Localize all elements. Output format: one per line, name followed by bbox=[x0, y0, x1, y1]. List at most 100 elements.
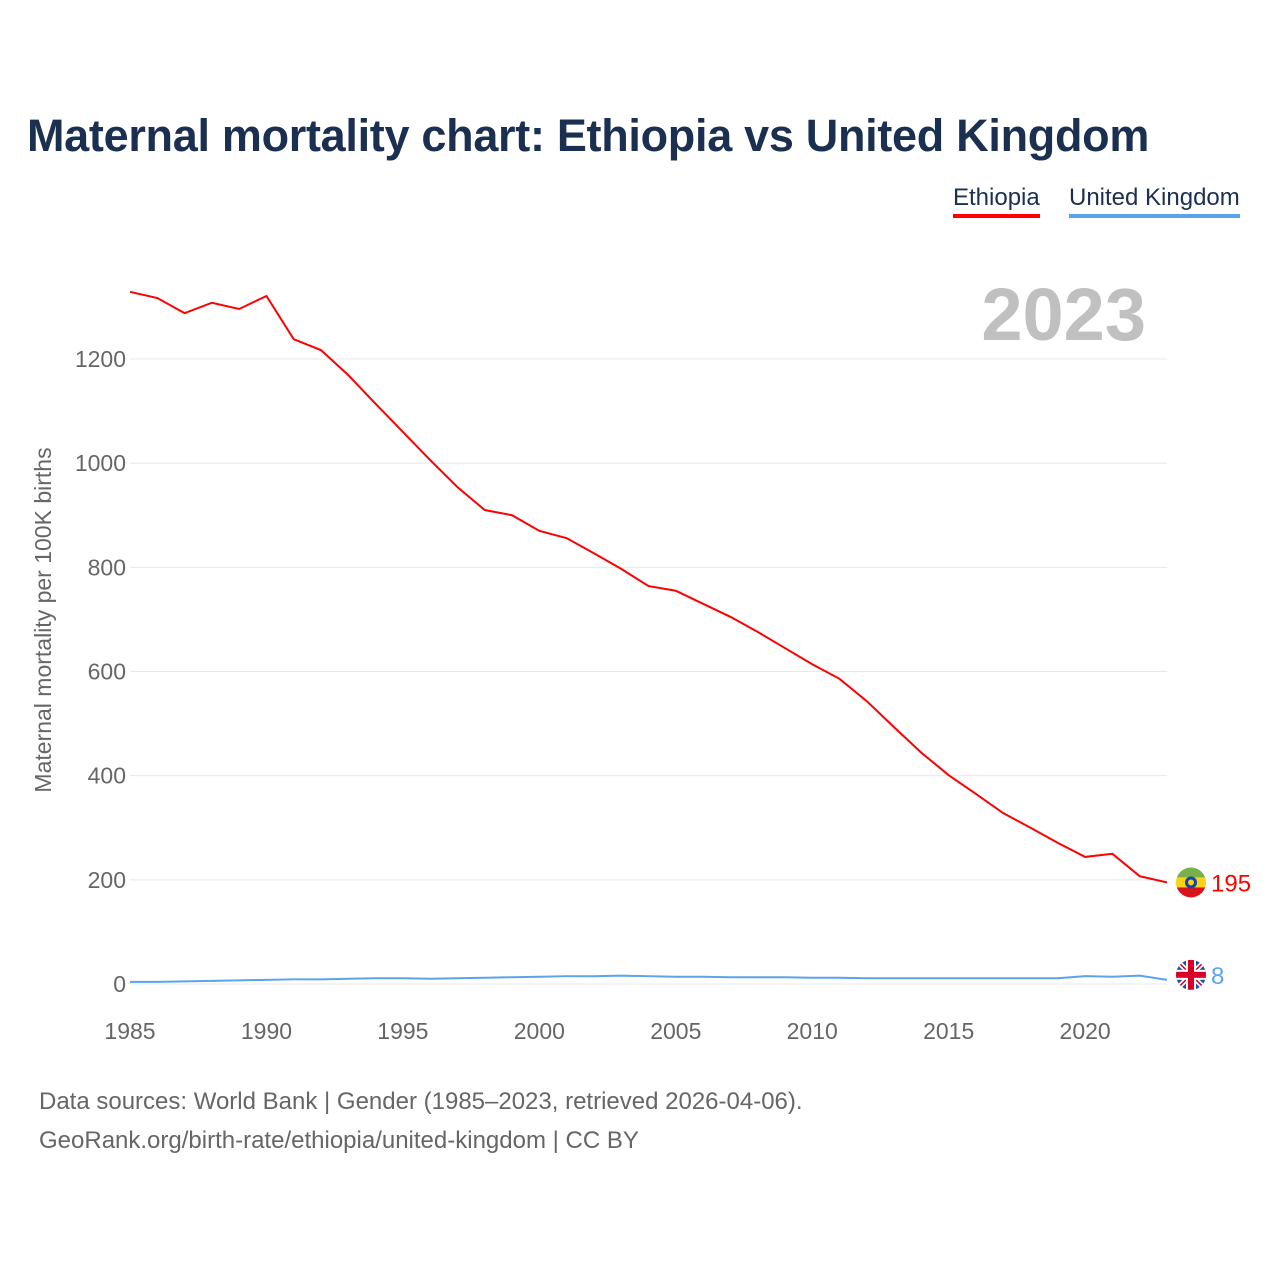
data-point bbox=[1056, 841, 1060, 845]
data-point bbox=[783, 975, 787, 979]
data-point bbox=[237, 978, 241, 982]
data-point bbox=[919, 976, 923, 980]
data-point bbox=[838, 976, 842, 980]
data-point bbox=[838, 677, 842, 681]
data-point bbox=[128, 290, 132, 294]
data-point bbox=[865, 976, 869, 980]
data-point bbox=[592, 974, 596, 978]
data-point bbox=[892, 725, 896, 729]
data-point bbox=[1029, 976, 1033, 980]
end-value-label: 195 bbox=[1211, 870, 1251, 897]
data-point bbox=[401, 430, 405, 434]
data-point bbox=[756, 975, 760, 979]
series-line-ethiopia bbox=[129, 290, 1168, 884]
data-point bbox=[619, 567, 623, 571]
data-point bbox=[210, 301, 214, 305]
data-point bbox=[974, 792, 978, 796]
data-point bbox=[319, 977, 323, 981]
data-point bbox=[1165, 880, 1169, 884]
x-tick-label: 1990 bbox=[241, 1018, 292, 1044]
data-point bbox=[728, 615, 732, 619]
data-point bbox=[1056, 976, 1060, 980]
legend-united-kingdom[interactable]: United Kingdom bbox=[1069, 184, 1240, 218]
data-point bbox=[810, 976, 814, 980]
data-point bbox=[155, 980, 159, 984]
data-point bbox=[865, 699, 869, 703]
x-tick-label: 1985 bbox=[104, 1018, 155, 1044]
data-point bbox=[483, 976, 487, 980]
x-tick-label: 2010 bbox=[787, 1018, 838, 1044]
end-value-label: 8 bbox=[1211, 963, 1224, 990]
uk-flag-icon bbox=[1176, 959, 1206, 990]
data-point bbox=[210, 979, 214, 983]
data-point bbox=[1029, 826, 1033, 830]
data-point bbox=[1110, 852, 1114, 856]
data-point bbox=[537, 529, 541, 533]
x-tick-label: 1995 bbox=[377, 1018, 428, 1044]
data-point bbox=[565, 974, 569, 978]
data-point bbox=[374, 976, 378, 980]
data-point bbox=[346, 977, 350, 981]
data-point bbox=[537, 975, 541, 979]
legend-ethiopia[interactable]: Ethiopia bbox=[953, 184, 1040, 218]
data-point bbox=[674, 975, 678, 979]
data-point bbox=[947, 976, 951, 980]
data-point bbox=[1001, 811, 1005, 815]
data-point bbox=[1001, 976, 1005, 980]
data-point bbox=[483, 508, 487, 512]
attribution-link[interactable]: GeoRank.org/birth-rate/ethiopia/united-k… bbox=[39, 1127, 639, 1154]
data-point bbox=[264, 294, 268, 298]
x-tick-label: 2005 bbox=[650, 1018, 701, 1044]
data-point bbox=[1138, 874, 1142, 878]
data-point bbox=[455, 976, 459, 980]
data-point bbox=[783, 646, 787, 650]
data-point bbox=[401, 976, 405, 980]
data-point bbox=[701, 975, 705, 979]
data-point bbox=[128, 980, 132, 984]
data-point bbox=[455, 485, 459, 489]
data-point bbox=[510, 975, 514, 979]
data-point bbox=[1083, 974, 1087, 978]
data-point bbox=[619, 974, 623, 978]
data-point bbox=[319, 348, 323, 352]
data-point bbox=[1138, 974, 1142, 978]
data-point bbox=[647, 974, 651, 978]
data-point bbox=[374, 402, 378, 406]
x-tick-label: 2020 bbox=[1060, 1018, 1111, 1044]
x-tick-label: 2000 bbox=[514, 1018, 565, 1044]
data-point bbox=[183, 979, 187, 983]
data-point bbox=[728, 975, 732, 979]
data-point bbox=[510, 513, 514, 517]
y-tick-label: 0 bbox=[113, 971, 126, 997]
y-tick-label: 1000 bbox=[75, 450, 126, 476]
data-point bbox=[565, 536, 569, 540]
data-point bbox=[974, 976, 978, 980]
y-tick-label: 800 bbox=[88, 554, 126, 580]
data-point bbox=[810, 662, 814, 666]
data-source-text: Data sources: World Bank | Gender (1985–… bbox=[39, 1088, 803, 1115]
data-point bbox=[155, 296, 159, 300]
chart-title: Maternal mortality chart: Ethiopia vs Un… bbox=[27, 110, 1150, 161]
data-point bbox=[947, 773, 951, 777]
data-point bbox=[701, 602, 705, 606]
y-tick-label: 600 bbox=[88, 659, 126, 685]
data-point bbox=[346, 373, 350, 377]
data-point bbox=[756, 630, 760, 634]
series-line-united-kingdom bbox=[130, 974, 1168, 983]
data-point bbox=[647, 584, 651, 588]
x-tick-label: 2015 bbox=[923, 1018, 974, 1044]
data-point bbox=[264, 978, 268, 982]
data-point bbox=[292, 337, 296, 341]
data-point bbox=[1110, 975, 1114, 979]
data-point bbox=[592, 551, 596, 555]
data-point bbox=[892, 976, 896, 980]
data-point bbox=[1083, 855, 1087, 859]
y-tick-label: 200 bbox=[88, 867, 126, 893]
y-axis-label: Maternal mortality per 100K births bbox=[30, 447, 56, 792]
y-tick-label: 400 bbox=[88, 763, 126, 789]
data-point bbox=[919, 751, 923, 755]
ethiopia-flag-icon bbox=[1176, 867, 1206, 898]
data-point bbox=[183, 311, 187, 315]
data-point bbox=[292, 977, 296, 981]
